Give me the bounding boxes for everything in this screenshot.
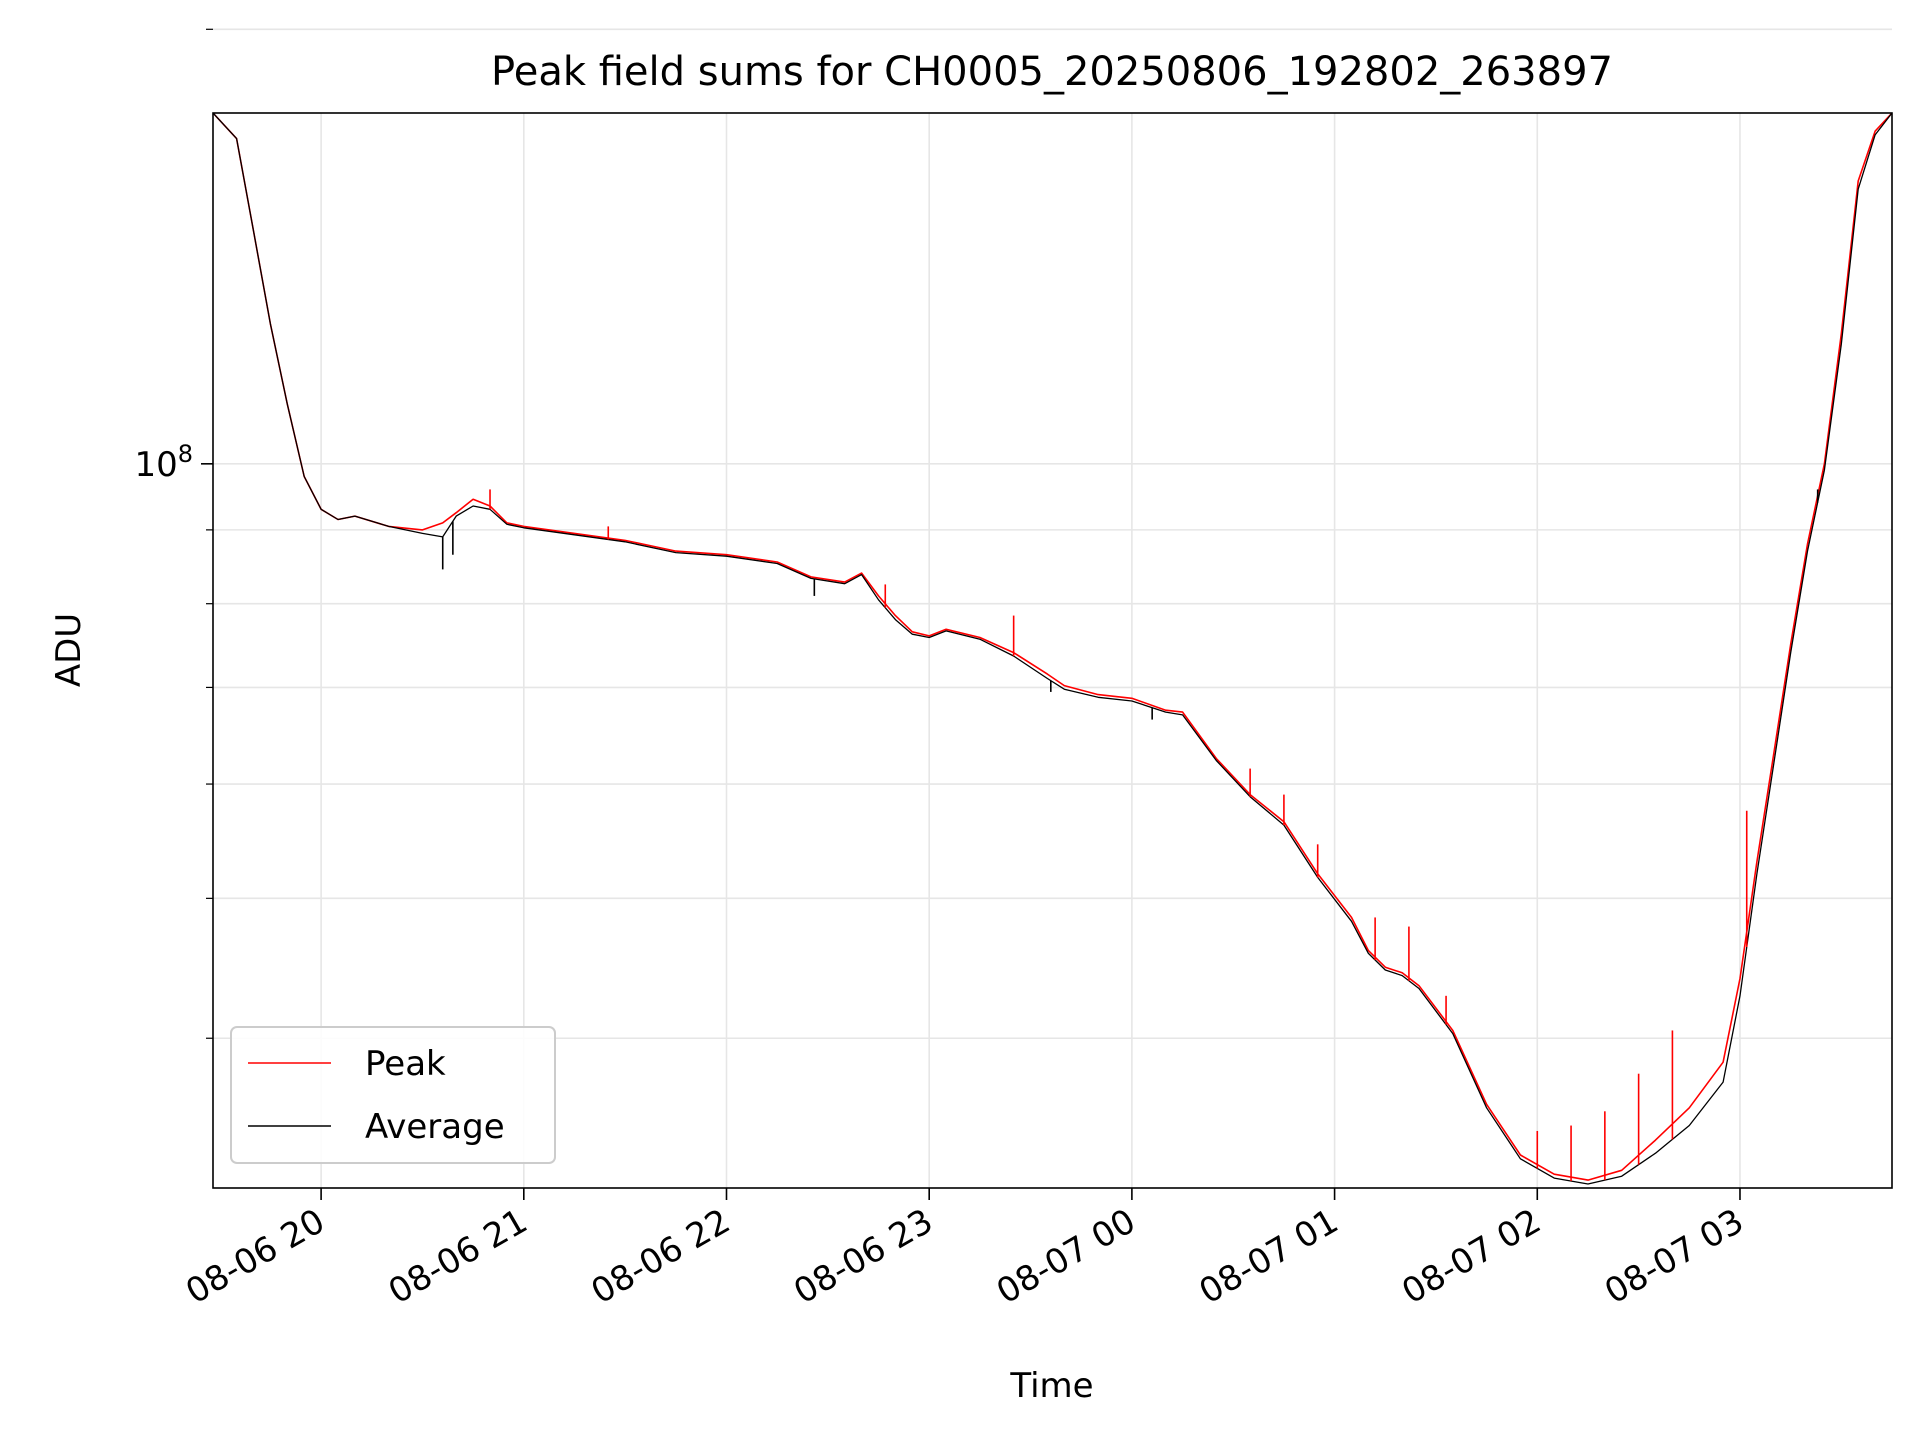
series-layer	[212, 112, 1893, 1185]
x-tick-label: 08-06 22	[585, 1201, 737, 1312]
x-axis-label: Time	[1009, 1366, 1093, 1406]
x-tick-label: 08-06 20	[179, 1201, 331, 1312]
y-axis-label: ADU	[49, 613, 89, 687]
y-tick-label: 108	[134, 440, 193, 485]
x-tick-label: 08-06 23	[787, 1201, 939, 1312]
series-line-average	[212, 112, 1893, 1185]
legend-label-average: Average	[365, 1107, 505, 1147]
x-tick-label: 08-07 00	[990, 1201, 1142, 1312]
legend-label-peak: Peak	[365, 1044, 446, 1084]
x-tick-label: 08-07 01	[1193, 1201, 1345, 1312]
plot-frame	[212, 112, 1893, 1189]
grid-layer	[213, 28, 1892, 1188]
series-line-peak	[212, 112, 1893, 1181]
legend-box	[230, 1026, 556, 1164]
legend: Peak Average	[230, 1026, 556, 1164]
chart-title: Peak field sums for CH0005_20250806_1928…	[491, 49, 1613, 95]
x-tick-label: 08-07 02	[1395, 1201, 1547, 1312]
x-tick-label: 08-06 21	[382, 1201, 534, 1312]
x-tick-label: 08-07 03	[1598, 1201, 1750, 1312]
